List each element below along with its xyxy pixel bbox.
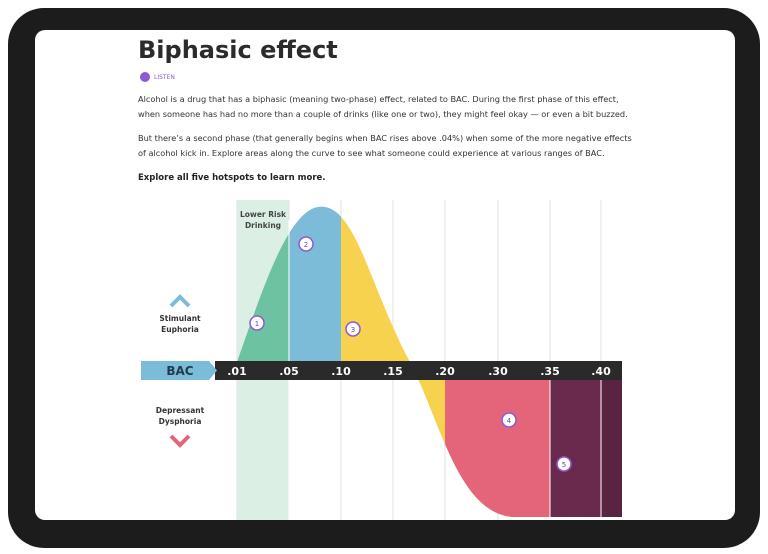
axis-label: BAC — [166, 364, 193, 378]
tick-label: .15 — [383, 365, 403, 378]
hotspot-number: 3 — [351, 326, 355, 334]
hotspot[interactable]: 5 — [556, 456, 572, 472]
hotspot-circle — [556, 456, 572, 472]
zone-2 — [289, 206, 341, 517]
prompt: Explore all five hotspots to learn more. — [138, 173, 326, 183]
axis-label-box — [141, 361, 217, 380]
hotspot-circle — [249, 315, 265, 331]
upper-label: Euphoria — [161, 325, 199, 334]
paragraph: Alcohol is a drug that has a biphasic (m… — [138, 94, 628, 119]
hotspot[interactable]: 1 — [249, 315, 265, 331]
hotspot-number: 4 — [507, 417, 512, 425]
listen-icon — [140, 72, 150, 82]
hotspot[interactable]: 2 — [298, 236, 314, 252]
band-label: Drinking — [245, 221, 281, 230]
lower-label: Dysphoria — [159, 417, 202, 426]
tick-label: .35 — [540, 365, 560, 378]
listen-button[interactable]: LISTEN — [140, 72, 175, 82]
tick-label: .05 — [279, 365, 299, 378]
paragraph: But there’s a second phase (that general… — [138, 133, 632, 158]
upper-label: Stimulant — [159, 314, 201, 323]
title: Biphasic effect — [138, 36, 338, 64]
axis-bar — [215, 361, 622, 380]
zone-5 — [550, 206, 601, 517]
hotspot-number: 2 — [304, 241, 308, 249]
hotspot-circle — [501, 412, 517, 428]
tick-label: .40 — [591, 365, 611, 378]
tick-label: .30 — [488, 365, 508, 378]
hotspot-circle — [345, 321, 361, 337]
tick-label: .20 — [435, 365, 455, 378]
curve — [237, 206, 622, 517]
down-arrow — [169, 434, 191, 448]
tick-label: .01 — [227, 365, 247, 378]
hotspot[interactable]: 4 — [501, 412, 517, 428]
band-label: Lower Risk — [240, 210, 287, 219]
zone-6 — [601, 206, 622, 517]
tick-label: .10 — [331, 365, 351, 378]
hotspot[interactable]: 3 — [345, 321, 361, 337]
listen-label: LISTEN — [154, 73, 175, 81]
lower-label: Depressant — [156, 406, 205, 415]
up-arrow — [169, 294, 191, 308]
hotspot-number: 5 — [562, 461, 566, 469]
hotspot-number: 1 — [255, 320, 259, 328]
hotspot-circle — [298, 236, 314, 252]
